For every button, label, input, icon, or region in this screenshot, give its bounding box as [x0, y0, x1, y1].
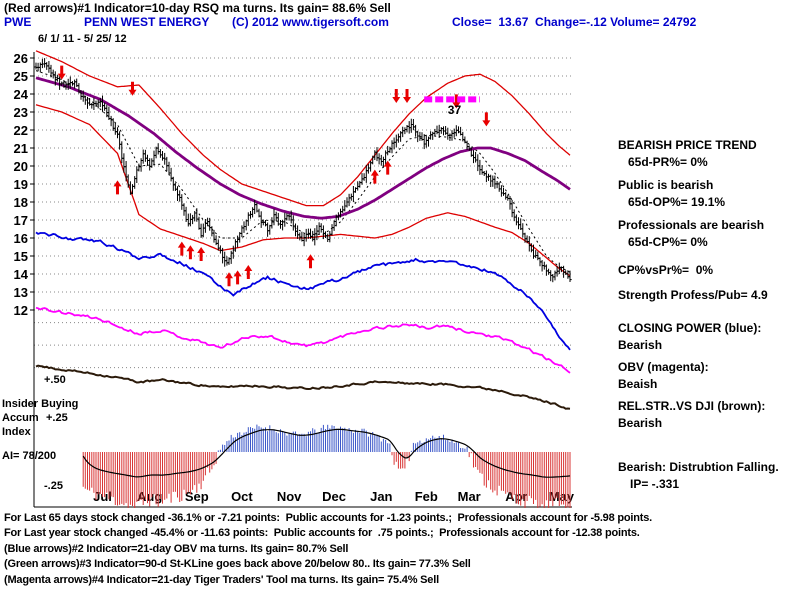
buy-arrow-icon: [370, 169, 379, 184]
scale-label-plus50: +.50: [44, 374, 66, 386]
y-axis-label: 16: [14, 231, 28, 246]
buy-arrow-icon: [244, 265, 253, 279]
x-axis-label: Mar: [458, 489, 481, 504]
buy-arrow-icon: [186, 245, 195, 260]
analysis-line: CLOSING POWER (blue):: [618, 321, 762, 335]
buy-arrow-icon: [113, 180, 122, 195]
analysis-line: 65d-CP%= 0%: [628, 235, 708, 249]
company-name: PENN WEST ENERGY: [84, 15, 210, 29]
ai-value-label: AI= 78/200: [2, 450, 57, 462]
analysis-line: REL.STR..VS DJI (brown):: [618, 399, 766, 413]
y-axis-label: 22: [14, 123, 28, 138]
date-range: 6/ 1/ 11 - 5/ 25/ 12: [38, 33, 127, 45]
y-axis-label: 14: [14, 267, 29, 282]
y-axis-label: 24: [14, 87, 29, 102]
analysis-line: 65d-PR%= 0%: [628, 155, 708, 169]
x-axis-label: Oct: [231, 489, 253, 504]
ticker-symbol: PWE: [4, 15, 32, 29]
analysis-line: Beaish: [618, 377, 658, 391]
analysis-line: Strength Profess/Pub= 4.9: [618, 288, 768, 302]
indicator1-summary: (Red arrows)#1 Indicator=10-day RSQ ma t…: [4, 1, 391, 15]
analysis-line: Professionals are bearish: [618, 218, 765, 232]
obv-line: [35, 306, 571, 374]
analysis-line: BEARISH PRICE TREND: [618, 138, 757, 152]
y-axis-label: 23: [14, 105, 28, 120]
analysis-line: Bearish: [618, 416, 663, 430]
y-axis-label: 15: [14, 249, 28, 264]
y-axis-label: 21: [14, 141, 28, 156]
insider-buying-label: Insider Buying: [2, 398, 79, 410]
short-ma-dotted-line: [35, 70, 571, 273]
footer-notes: For Last 65 days stock changed -36.1% or…: [4, 511, 800, 588]
analysis-line: IP= -.331: [630, 477, 680, 491]
buy-arrow-icon: [197, 247, 206, 261]
y-axis-label: 13: [14, 285, 28, 300]
copyright-text: (C) 2012 www.tigersoft.com: [232, 15, 389, 29]
chart-annotation-37: 37: [448, 103, 462, 117]
y-axis-label: 20: [14, 159, 28, 174]
x-axis-label: Feb: [415, 489, 438, 504]
y-axis-label: 18: [14, 195, 28, 210]
analysis-line: Bearish: [618, 338, 663, 352]
buy-arrow-icon: [383, 160, 392, 175]
footer-line: (Magenta arrows)#4 Indicator=21-day Tige…: [4, 573, 439, 586]
scale-label-plus25: +.25: [46, 412, 68, 424]
index-label: Index: [2, 426, 31, 438]
scale-label-minus25: -.25: [44, 480, 63, 492]
analysis-line: OBV (magenta):: [618, 360, 709, 374]
signal-arrows: [57, 65, 491, 287]
sell-arrow-icon: [482, 112, 491, 127]
quote-summary: Close= 13.67 Change=-.12 Volume= 24792: [452, 15, 697, 29]
sell-arrow-icon: [403, 89, 412, 103]
buy-arrow-icon: [177, 241, 186, 256]
x-axis-label: Jan: [370, 489, 392, 504]
buy-arrow-icon: [306, 254, 315, 269]
accum-label: Accum: [2, 412, 39, 424]
x-axis-label: Dec: [322, 489, 346, 504]
ai-signal-line: [82, 428, 571, 478]
analysis-line: CP%vsPr%= 0%: [618, 263, 714, 277]
footer-line: (Green arrows)#3 Indicator=90-d St-KLine…: [4, 558, 471, 571]
relative-strength-line: [35, 364, 571, 410]
buy-arrow-icon: [225, 272, 234, 287]
analysis-line: Bearish: Distrubtion Falling.: [618, 460, 779, 474]
x-axis-label: Nov: [277, 489, 302, 504]
65day-ma-line: [35, 76, 571, 220]
footer-line: For Last 65 days stock changed -36.1% or…: [4, 512, 653, 524]
buy-arrow-icon: [233, 270, 242, 285]
sell-arrow-icon: [452, 94, 461, 109]
footer-line: For Last year stock changed -45.4% or -1…: [4, 527, 640, 540]
y-axis-label: 19: [14, 177, 28, 192]
sell-arrow-icon: [128, 81, 137, 96]
closing-power-line: [35, 231, 571, 351]
upper-band-line: [35, 50, 571, 207]
analysis-line: Public is bearish: [618, 178, 714, 192]
footer-line: (Blue arrows)#2 Indicator=21-day OBV ma …: [4, 542, 349, 555]
price-candles: [34, 58, 572, 283]
y-axis-label: 12: [14, 303, 28, 318]
lower-band-line: [35, 104, 571, 277]
y-axis-label: 25: [14, 69, 28, 84]
price-gridlines: [34, 57, 572, 369]
y-axis-label: 26: [14, 51, 28, 66]
sell-arrow-icon: [57, 65, 66, 80]
analysis-panel: BEARISH PRICE TREND 65d-PR%= 0% Public is …: [618, 138, 798, 492]
ai-histogram: [82, 424, 571, 508]
y-axis-label: 17: [14, 213, 28, 228]
sell-arrow-icon: [392, 89, 401, 103]
analysis-line: 65d-OP%= 19.1%: [628, 195, 726, 209]
